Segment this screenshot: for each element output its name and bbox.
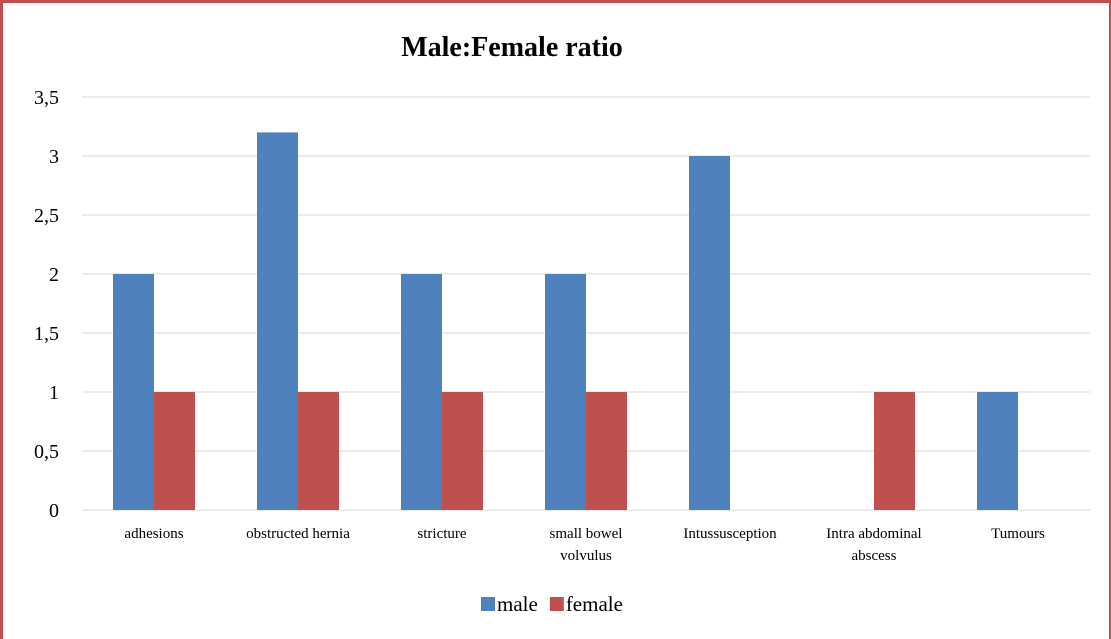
bar-male-1 — [257, 132, 298, 510]
y-tick-label: 0,5 — [34, 441, 59, 463]
x-category-label: Tumours — [991, 526, 1045, 542]
x-category-label: stricture — [417, 526, 466, 542]
y-tick-label: 1 — [49, 382, 59, 404]
bar-female-5 — [874, 392, 915, 510]
legend: male female — [481, 592, 623, 616]
x-category-label: small bowel — [550, 526, 623, 542]
y-tick-label: 1,5 — [34, 323, 59, 345]
y-tick-label: 2 — [49, 264, 59, 286]
legend-label-male: male — [497, 592, 538, 616]
bar-male-2 — [401, 274, 442, 510]
bar-male-3 — [545, 274, 586, 510]
y-tick-label: 2,5 — [34, 205, 59, 227]
bar-female-2 — [442, 392, 483, 510]
x-category-label: obstructed hernia — [246, 526, 350, 542]
x-category-label: volvulus — [560, 548, 612, 564]
legend-swatch-female — [549, 597, 564, 611]
bar-female-0 — [154, 392, 195, 510]
y-tick-label: 3 — [49, 146, 59, 168]
y-tick-label: 0 — [49, 500, 59, 522]
bar-female-3 — [586, 392, 627, 510]
bar-male-6 — [977, 392, 1018, 510]
x-category-label: Intussusception — [683, 526, 777, 542]
legend-label-female: female — [566, 592, 623, 616]
bar-male-4 — [689, 156, 730, 510]
chart-title: Male:Female ratio — [401, 32, 623, 63]
legend-swatch-male — [481, 597, 495, 611]
x-category-label: adhesions — [124, 526, 183, 542]
y-tick-label: 3,5 — [34, 87, 59, 109]
x-axis-labels: adhesions obstructed hernia stricture small… — [124, 526, 1045, 564]
bars — [113, 132, 1018, 510]
x-category-label: abscess — [852, 548, 897, 564]
bar-male-0 — [113, 274, 154, 510]
y-axis-ticks: 0 0,5 1 1,5 2 2,5 3 3,5 — [34, 87, 59, 522]
bar-female-1 — [298, 392, 339, 510]
x-category-label: Intra abdominal — [826, 526, 921, 542]
